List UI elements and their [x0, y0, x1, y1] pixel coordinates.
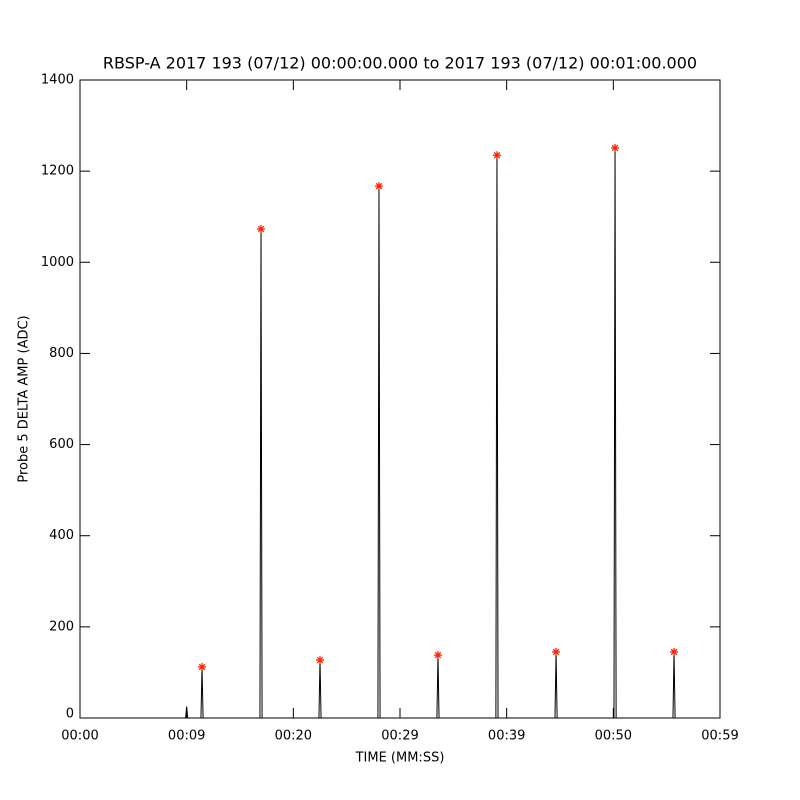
- peak-marker: [433, 651, 442, 660]
- peak-marker: [198, 662, 207, 671]
- peak-marker: [257, 225, 266, 234]
- peak-marker: [670, 647, 679, 656]
- marker-stroke: [316, 656, 324, 664]
- peak-marker: [611, 143, 620, 152]
- y-tick-label: 600: [49, 437, 74, 452]
- marker-stroke: [375, 182, 383, 190]
- y-tick-label: 400: [49, 528, 74, 543]
- peak-marker: [492, 151, 501, 160]
- y-tick-label: 800: [49, 346, 74, 361]
- y-tick-label: 1400: [41, 73, 74, 88]
- y-axis-label: Probe 5 DELTA AMP (ADC): [17, 315, 32, 482]
- y-tick-label: 0: [66, 707, 74, 722]
- data-line: [80, 147, 720, 719]
- marker-stroke: [257, 225, 265, 233]
- chart-title: RBSP-A 2017 193 (07/12) 00:00:00.000 to …: [103, 54, 697, 73]
- x-tick-label: 00:09: [168, 729, 205, 744]
- x-axis-label: TIME (MM:SS): [355, 751, 445, 766]
- marker-stroke: [552, 648, 560, 656]
- marker-stroke: [493, 151, 501, 159]
- x-tick-label: 00:59: [701, 729, 738, 744]
- x-tick-label: 00:50: [595, 729, 632, 744]
- marker-stroke: [670, 648, 678, 656]
- x-tick-label: 00:20: [275, 729, 312, 744]
- marker-stroke: [434, 651, 442, 659]
- y-tick-label: 1000: [41, 255, 74, 270]
- marker-stroke: [611, 144, 619, 152]
- peak-marker: [374, 182, 383, 191]
- peak-marker: [316, 656, 324, 665]
- peak-marker: [552, 647, 561, 656]
- marker-stroke: [198, 663, 206, 671]
- y-tick-label: 200: [49, 619, 74, 634]
- x-tick-label: 00:39: [488, 729, 525, 744]
- x-tick-label: 00:29: [381, 729, 418, 744]
- x-tick-label: 00:00: [61, 729, 98, 744]
- y-tick-label: 1200: [41, 164, 74, 179]
